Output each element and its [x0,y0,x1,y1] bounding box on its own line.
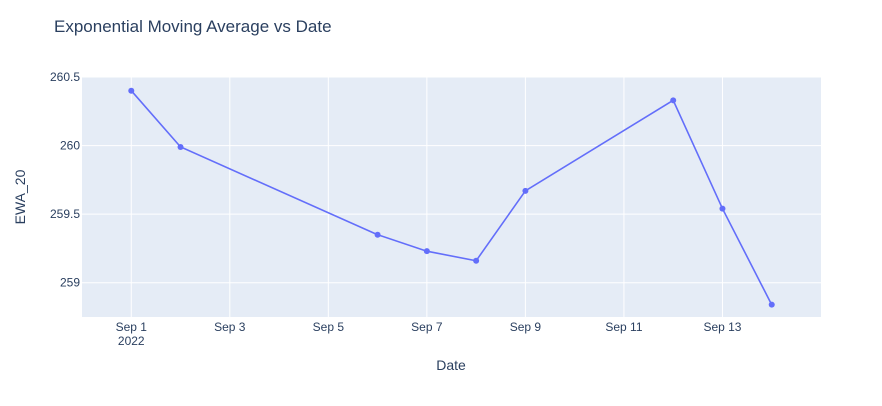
data-points [128,87,775,308]
y-tick-label: 259 [60,276,80,290]
x-tick-label: Sep 3 [214,320,246,334]
y-axis-ticks: 259 259.5 260 260.5 [50,70,80,290]
chart-title: Exponential Moving Average vs Date [54,17,332,36]
data-point[interactable] [768,301,775,308]
x-tick-label: Sep 13 [703,320,741,334]
data-point[interactable] [374,231,381,238]
y-tick-label: 260 [60,139,80,153]
x-gridlines [130,77,723,317]
data-point[interactable] [473,257,480,264]
y-axis-label: EWA_20 [12,169,28,224]
x-tick-label: Sep 1 [116,320,148,334]
x-tick-label: Sep 11 [605,320,642,334]
x-tick-label: Sep 9 [510,320,542,334]
data-point[interactable] [670,97,677,104]
data-point[interactable] [128,87,135,94]
y-tick-label: 259.5 [50,207,80,221]
y-tick-label: 260.5 [50,70,80,84]
x-tick-sublabel: 2022 [118,334,145,348]
data-point[interactable] [177,143,184,150]
data-point[interactable] [522,187,529,194]
x-tick-label: Sep 7 [411,320,443,334]
data-point[interactable] [423,248,430,255]
plot-area [82,77,821,317]
x-tick-label: Sep 5 [313,320,345,334]
y-gridlines [82,76,821,284]
x-axis-label: Date [436,357,466,373]
data-point[interactable] [719,205,726,212]
